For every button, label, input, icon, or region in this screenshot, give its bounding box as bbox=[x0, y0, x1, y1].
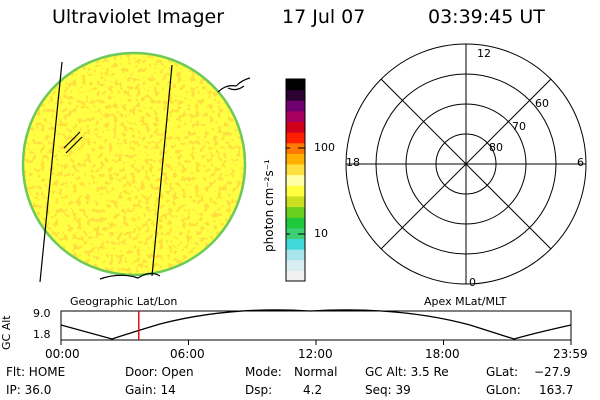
header-date: 17 Jul 07 bbox=[282, 6, 366, 28]
mlt-label-18: 18 bbox=[346, 156, 360, 169]
status-ip: IP: 36.0 bbox=[6, 383, 52, 397]
mlt-label-0: 0 bbox=[469, 276, 476, 289]
app-title: Ultraviolet Imager bbox=[52, 6, 225, 28]
colorbar-segment bbox=[286, 100, 305, 112]
apex-caption: Apex MLat/MLT bbox=[424, 295, 507, 308]
colorbar-segment bbox=[286, 153, 305, 165]
status-door: Door: Open bbox=[125, 365, 194, 379]
mlat-label-80: 80 bbox=[489, 141, 503, 154]
colorbar-segment bbox=[286, 164, 305, 176]
colorbar-segment bbox=[286, 217, 305, 229]
colorbar-segment bbox=[286, 132, 305, 144]
status-mode-value: Normal bbox=[294, 365, 338, 379]
time-tick-0000: 00:00 bbox=[45, 347, 80, 361]
colorbar-segment bbox=[286, 270, 305, 282]
gc-alt-tick-top: 9.0 bbox=[33, 307, 51, 320]
mlt-label-12: 12 bbox=[477, 47, 491, 60]
mlat-label-60: 60 bbox=[535, 97, 549, 110]
gc-alt-tick-bottom: 1.8 bbox=[33, 328, 51, 341]
status-mode-label: Mode: bbox=[245, 365, 282, 379]
colorbar-frame bbox=[285, 78, 306, 282]
colorbar-segment bbox=[286, 185, 305, 197]
colorbar bbox=[285, 78, 306, 282]
time-tick-0600: 06:00 bbox=[170, 347, 205, 361]
colorbar-ticks bbox=[286, 147, 305, 235]
status-glon-value: 163.7 bbox=[539, 383, 574, 397]
colorbar-segment bbox=[286, 259, 305, 271]
altitude-panel bbox=[60, 309, 572, 345]
colorbar-segment bbox=[286, 249, 305, 261]
status-dsp-label: Dsp: bbox=[245, 383, 273, 397]
colorbar-segment bbox=[286, 142, 305, 154]
colorbar-segment bbox=[286, 174, 305, 186]
polar-grid bbox=[345, 43, 587, 285]
colorbar-segment bbox=[286, 121, 305, 133]
header-time: 03:39:45 UT bbox=[428, 6, 545, 28]
time-tick-2359: 23:59 bbox=[553, 347, 588, 361]
time-tick-1800: 18:00 bbox=[425, 347, 460, 361]
mlat-label-70: 70 bbox=[512, 120, 526, 133]
colorbar-segment bbox=[286, 110, 305, 123]
colorbar-segment bbox=[286, 195, 305, 208]
colorbar-segment bbox=[286, 206, 305, 218]
geographic-caption: Geographic Lat/Lon bbox=[70, 295, 178, 308]
status-gc-alt: GC Alt: 3.5 Re bbox=[365, 365, 449, 379]
status-glat-value: −27.9 bbox=[534, 365, 571, 379]
colorbar-segment bbox=[286, 238, 305, 250]
status-glon-label: GLon: bbox=[486, 383, 521, 397]
gc-alt-axis-label: GC Alt bbox=[0, 315, 13, 350]
colorbar-tick-10: 10 bbox=[314, 227, 328, 240]
mlt-label-6: 6 bbox=[577, 156, 584, 169]
colorbar-segment bbox=[286, 227, 305, 239]
geo-grid-lines bbox=[39, 61, 251, 283]
status-glat-label: GLat: bbox=[486, 365, 519, 379]
time-tick-1200: 12:00 bbox=[298, 347, 333, 361]
colorbar-segment bbox=[286, 79, 305, 91]
status-dsp-value: 4.2 bbox=[303, 383, 323, 397]
status-gain: Gain: 14 bbox=[125, 383, 176, 397]
colorbar-tick-100: 100 bbox=[314, 141, 335, 154]
status-flight: Flt: HOME bbox=[6, 365, 66, 379]
earth-disk-image bbox=[21, 51, 247, 277]
status-seq: Seq: 39 bbox=[365, 383, 411, 397]
colorbar-segment bbox=[286, 89, 305, 101]
colorbar-unit-label: photon cm⁻²s⁻¹ bbox=[262, 159, 276, 252]
